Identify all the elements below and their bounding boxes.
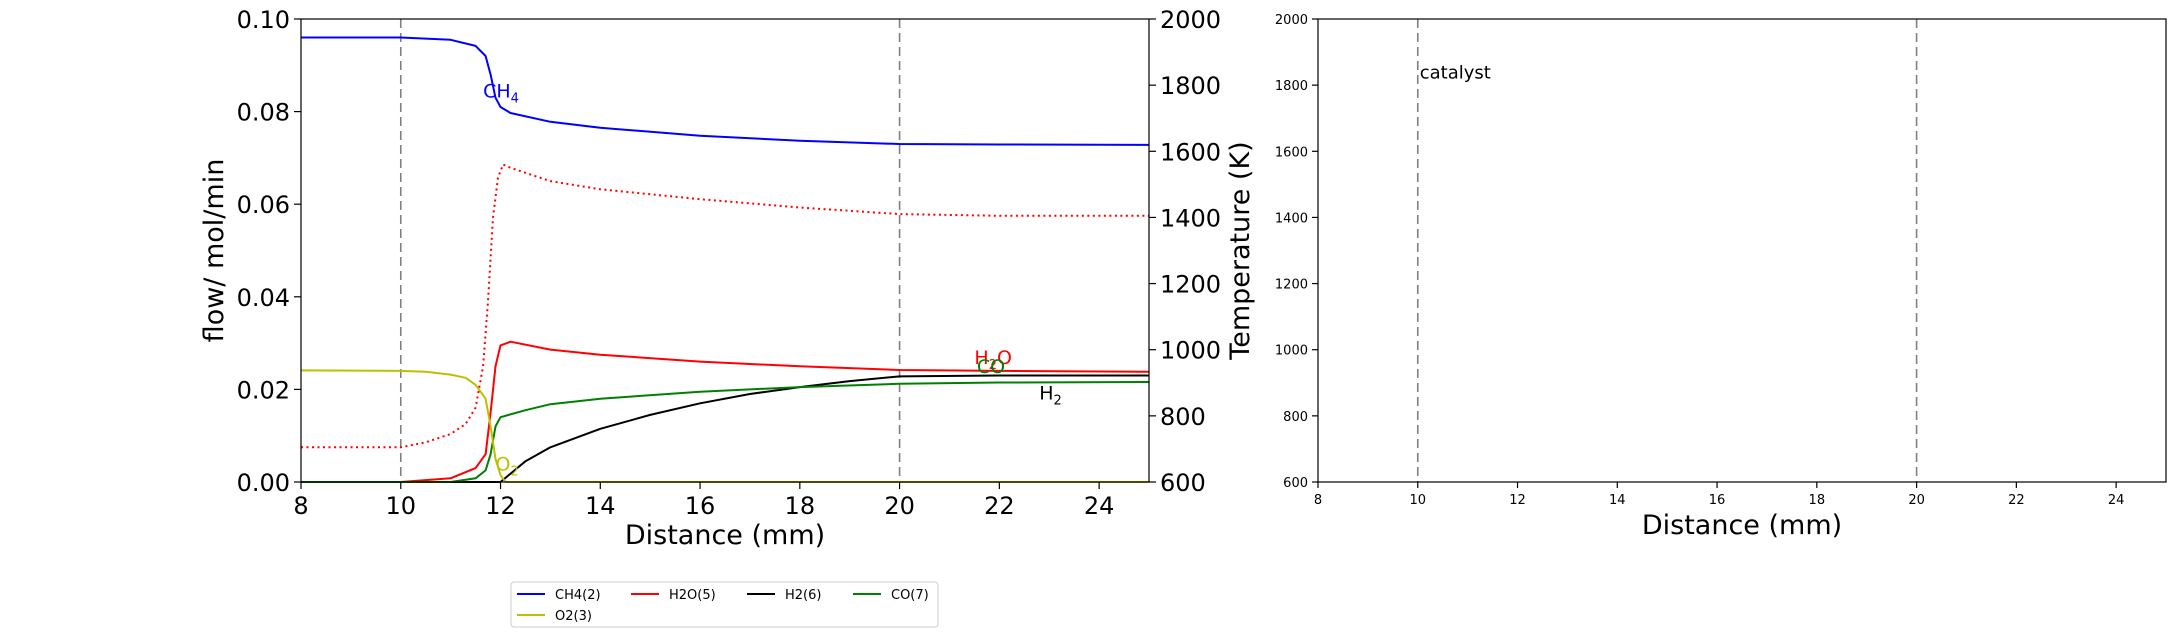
right-x-tick-label: 16 bbox=[1709, 493, 1726, 508]
legend: CH4(2) H2O(5) H2(6) CO(7) O2(3) bbox=[510, 581, 939, 628]
left-catalyst-boundaries bbox=[399, 19, 901, 482]
species-annotation: CH4 bbox=[483, 81, 519, 107]
right-x-tick-label: 20 bbox=[1908, 493, 1925, 508]
right-y-tick-label: 1400 bbox=[1275, 211, 1308, 226]
legend-label: O2(3) bbox=[555, 609, 592, 624]
left-y-tick-label: 0.02 bbox=[237, 376, 290, 404]
right-x-tick-label: 10 bbox=[1409, 493, 1426, 508]
right-x-axis-label: Distance (mm) bbox=[1642, 510, 1842, 541]
right-x-tick-label: 24 bbox=[2108, 493, 2125, 508]
series-line-temperature bbox=[301, 163, 1149, 449]
right-x-tick-label: 14 bbox=[1609, 493, 1626, 508]
species-annotation: O2 bbox=[496, 453, 519, 479]
left-x-tick-label: 12 bbox=[485, 492, 516, 520]
right-y-tick-label: 800 bbox=[1283, 410, 1308, 425]
species-annotation: H2 bbox=[1039, 383, 1062, 409]
left-x-axis-label: Distance (mm) bbox=[625, 520, 825, 551]
left-x-tick-label: 24 bbox=[1084, 492, 1115, 520]
right-x-tick-label: 8 bbox=[1314, 493, 1322, 508]
left-y2-tick-label: 800 bbox=[1160, 403, 1206, 431]
left-x-tick-label: 18 bbox=[785, 492, 816, 520]
left-y-axis-label: flow/ mol/min bbox=[199, 159, 230, 343]
legend-frame bbox=[510, 581, 939, 628]
left-plot-frame bbox=[300, 18, 1150, 483]
series-line-h2o-5 bbox=[301, 340, 1150, 483]
right-x-tick-label: 18 bbox=[1809, 493, 1826, 508]
catalyst-annotation: catalyst bbox=[1420, 63, 1491, 84]
legend-label: H2(6) bbox=[785, 588, 821, 603]
series-line-ch4-2 bbox=[301, 36, 1150, 146]
legend-label: H2O(5) bbox=[669, 588, 716, 603]
right-y-tick-label: 1600 bbox=[1275, 145, 1308, 160]
left-y2-tick-label: 1600 bbox=[1160, 138, 1221, 166]
right-y-tick-label: 2000 bbox=[1275, 13, 1308, 28]
left-y-tick-label: 0.08 bbox=[237, 99, 290, 127]
right-y-tick-label: 1000 bbox=[1275, 344, 1308, 359]
left-y2-tick-label: 2000 bbox=[1160, 6, 1221, 34]
right-plot-frame bbox=[1317, 18, 2167, 483]
left-y2-tick-label: 1000 bbox=[1160, 337, 1221, 365]
left-x-tick-label: 16 bbox=[685, 492, 716, 520]
species-annotation: H2O bbox=[974, 347, 1012, 373]
left-x-tick-label: 10 bbox=[385, 492, 416, 520]
right-catalyst-boundaries bbox=[1416, 19, 1918, 482]
right-x-tick-label: 22 bbox=[2008, 493, 2025, 508]
left-x-tick-label: 8 bbox=[293, 492, 308, 520]
right-chart: 8 10 12 14 16 18 20 22 24 600 800 1000 1200 1400 1600 1… bbox=[1275, 13, 2167, 541]
left-x-tick-label: 14 bbox=[585, 492, 616, 520]
left-ticks: 8 10 12 14 16 18 20 22 24 0.00 0.02 0.04 0.06 0.08 0.1… bbox=[237, 6, 1222, 520]
left-y2-tick-label: 1200 bbox=[1160, 271, 1221, 299]
right-x-tick-label: 12 bbox=[1509, 493, 1526, 508]
left-y-tick-label: 0.04 bbox=[237, 284, 290, 312]
left-y-tick-label: 0.00 bbox=[237, 469, 290, 497]
right-y-tick-label: 1200 bbox=[1275, 278, 1308, 293]
left-x-tick-label: 22 bbox=[984, 492, 1015, 520]
left-chart: 8 10 12 14 16 18 20 22 24 0.00 0.02 0.04 0.06 0.08 0.1… bbox=[199, 6, 1256, 551]
left-x-tick-label: 20 bbox=[884, 492, 915, 520]
left-y2-tick-label: 1800 bbox=[1160, 72, 1221, 100]
left-y2-tick-label: 1400 bbox=[1160, 204, 1221, 232]
right-y-tick-label: 1800 bbox=[1275, 79, 1308, 94]
right-ticks: 8 10 12 14 16 18 20 22 24 600 800 1000 1200 1400 1600 1… bbox=[1275, 13, 2124, 508]
left-y2-axis-label: Temperature (K) bbox=[1225, 141, 1256, 360]
right-y-tick-label: 600 bbox=[1283, 476, 1308, 491]
left-series-lines bbox=[300, 36, 1150, 483]
left-y-tick-label: 0.10 bbox=[237, 6, 290, 34]
series-line-co-7 bbox=[301, 381, 1150, 483]
left-y2-tick-label: 600 bbox=[1160, 469, 1206, 497]
legend-label: CO(7) bbox=[891, 588, 929, 603]
left-y-tick-label: 0.06 bbox=[237, 191, 290, 219]
species-annotation: CO bbox=[977, 356, 1005, 378]
series-line-o2-3 bbox=[300, 369, 1149, 483]
legend-label: CH4(2) bbox=[555, 588, 601, 603]
